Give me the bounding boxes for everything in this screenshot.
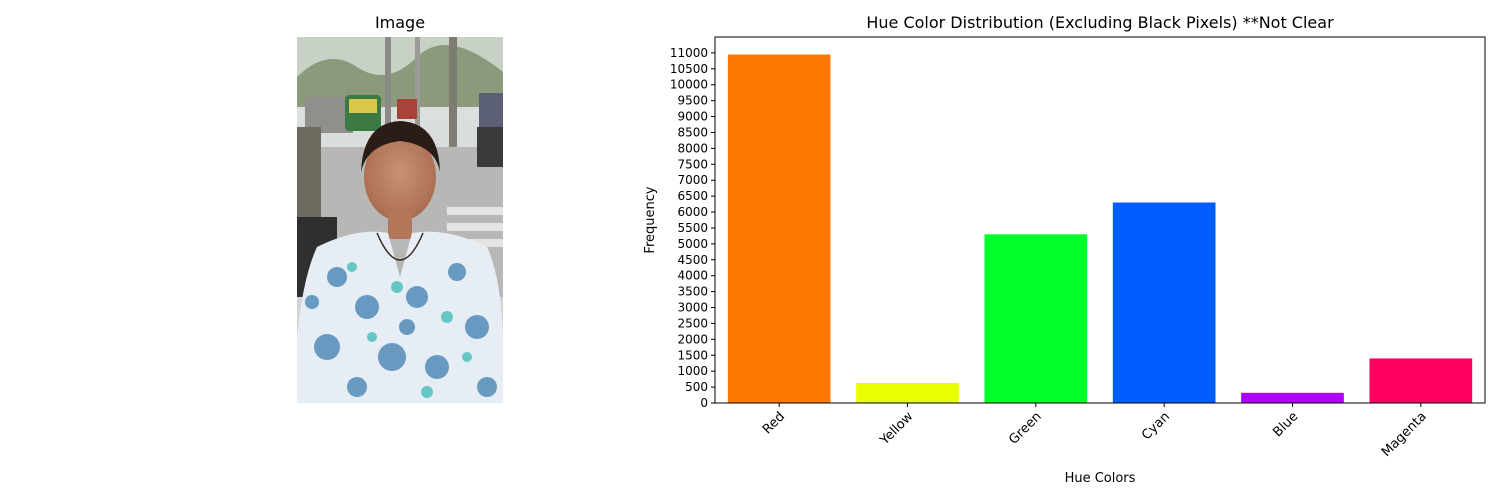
plot-frame bbox=[714, 36, 1486, 404]
photo-image bbox=[297, 37, 503, 403]
x-axis: Red Yellow Green Cyan Blue Magenta bbox=[760, 403, 1430, 460]
y-tick-label: 8500 bbox=[677, 125, 708, 139]
bar-yellow bbox=[856, 382, 959, 403]
y-tick-label: 4500 bbox=[677, 253, 708, 267]
bar-blue bbox=[1241, 392, 1344, 403]
y-tick-label: 7000 bbox=[677, 173, 708, 187]
y-tick-label: 500 bbox=[685, 380, 708, 394]
x-axis-label: Hue Colors bbox=[1065, 471, 1136, 486]
y-tick-label: 1000 bbox=[677, 364, 708, 378]
y-tick-label: 3000 bbox=[677, 301, 708, 315]
bar-green bbox=[984, 234, 1088, 403]
chart-title: Hue Color Distribution (Excluding Black … bbox=[866, 13, 1334, 32]
x-tick-label-red: Red bbox=[760, 409, 788, 437]
x-tick-label-magenta: Magenta bbox=[1379, 409, 1430, 460]
y-tick-label: 2000 bbox=[677, 332, 708, 346]
y-tick-label: 0 bbox=[700, 396, 708, 410]
y-tick-label: 6500 bbox=[677, 189, 708, 203]
x-tick-label-blue: Blue bbox=[1270, 409, 1301, 440]
y-tick-label: 6000 bbox=[677, 205, 708, 219]
image-panel-title: Image bbox=[374, 13, 426, 32]
y-tick-label: 8000 bbox=[677, 141, 708, 155]
bars-group bbox=[727, 54, 1473, 404]
y-tick-label: 11000 bbox=[670, 46, 708, 60]
x-tick-label-green: Green bbox=[1006, 409, 1044, 447]
y-tick-label: 10000 bbox=[670, 78, 708, 92]
bar-cyan bbox=[1112, 202, 1216, 403]
bar-red bbox=[727, 54, 831, 404]
y-tick-label: 5500 bbox=[677, 221, 708, 235]
bar-magenta bbox=[1369, 358, 1473, 403]
y-tick-label: 10500 bbox=[670, 62, 708, 76]
y-tick-label: 9000 bbox=[677, 110, 708, 124]
y-tick-label: 5000 bbox=[677, 237, 708, 251]
x-tick-label-cyan: Cyan bbox=[1139, 409, 1173, 443]
y-tick-label: 1500 bbox=[677, 348, 708, 362]
y-tick-label: 3500 bbox=[677, 285, 708, 299]
y-tick-label: 4000 bbox=[677, 269, 708, 283]
y-tick-label: 2500 bbox=[677, 316, 708, 330]
y-tick-label: 9500 bbox=[677, 94, 708, 108]
x-tick-label-yellow: Yellow bbox=[877, 409, 917, 449]
y-tick-label: 7500 bbox=[677, 157, 708, 171]
y-axis-label: Frequency bbox=[643, 186, 658, 253]
